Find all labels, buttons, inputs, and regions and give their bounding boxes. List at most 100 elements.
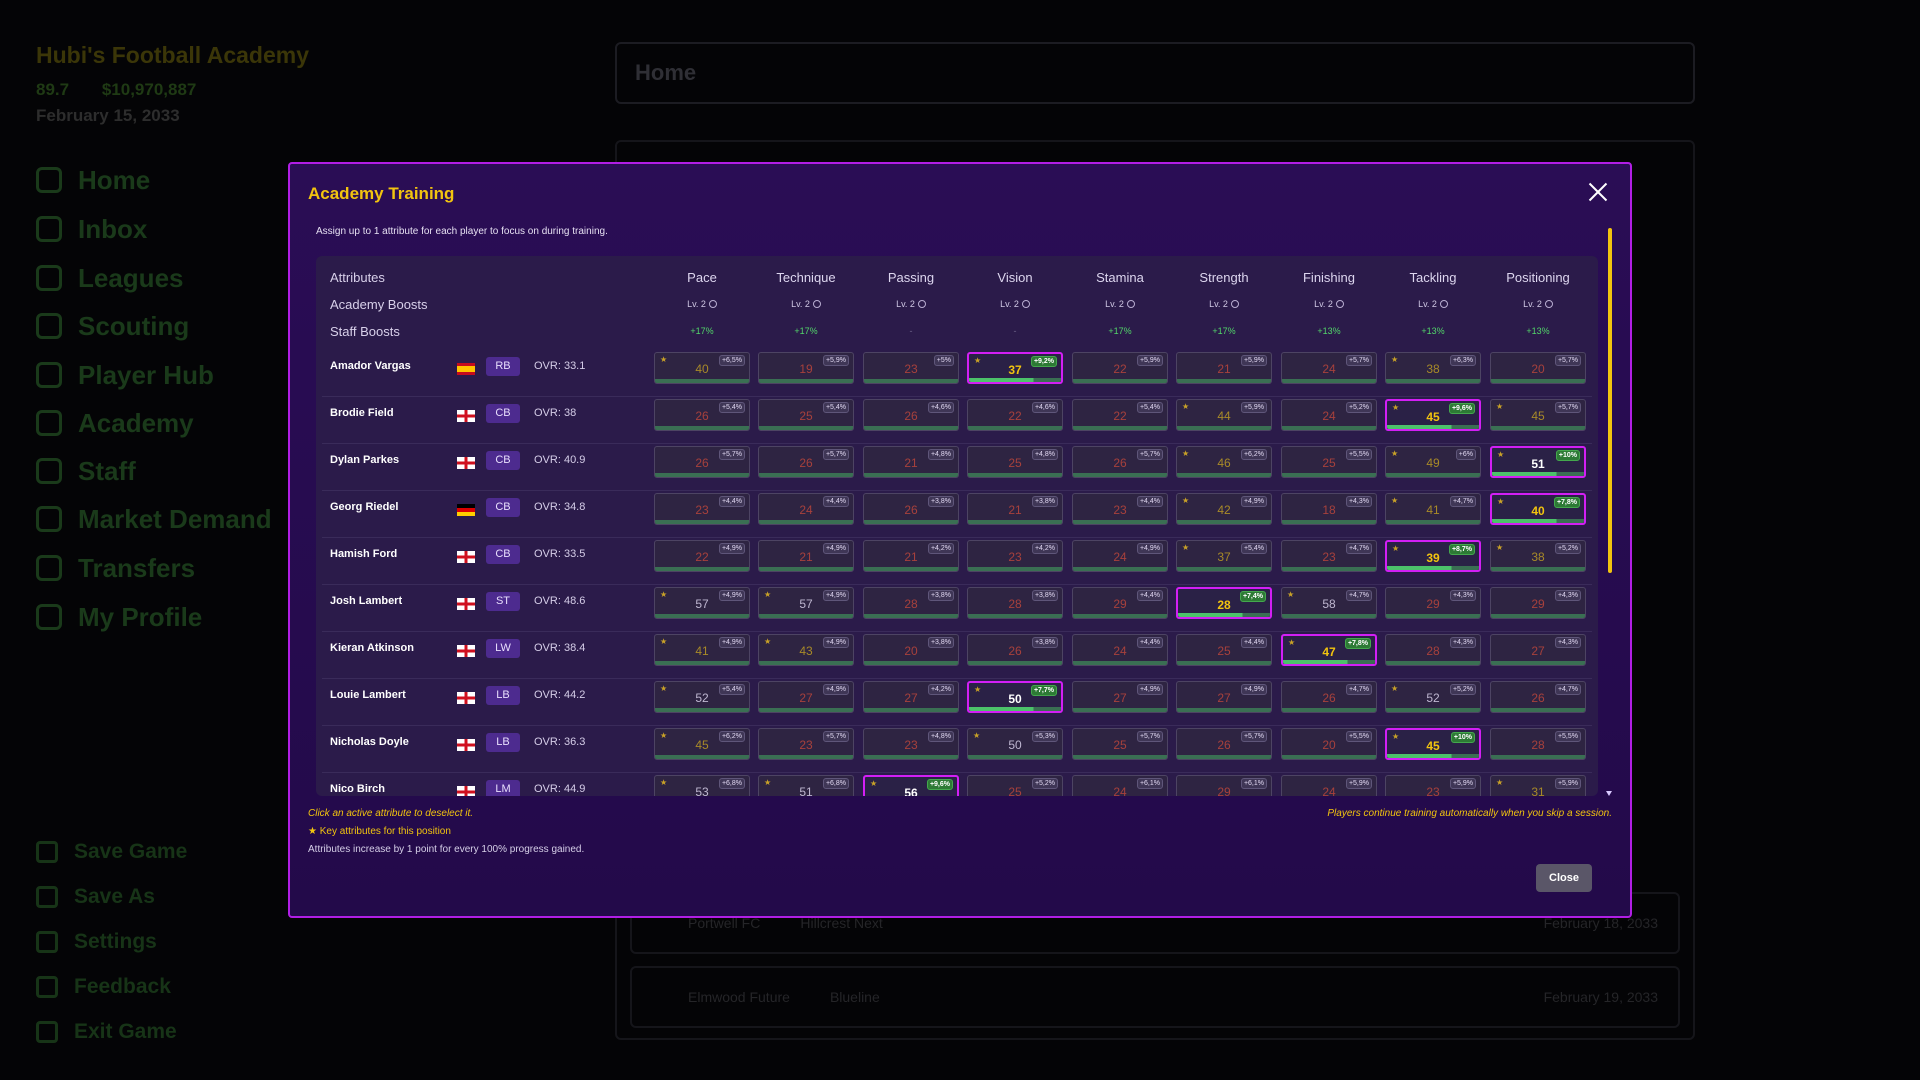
attribute-cell[interactable]: +4,6% 26 [863, 399, 959, 431]
nav-market-demand[interactable]: Market Demand [36, 501, 272, 537]
attribute-cell[interactable]: +6,1% 24 [1072, 775, 1168, 796]
attribute-cell[interactable]: +5,9% 22 [1072, 352, 1168, 384]
attribute-cell[interactable]: +4,4% 23 [654, 493, 750, 525]
attribute-cell[interactable]: +5,7% 25 [1072, 728, 1168, 760]
attribute-cell[interactable]: +4,8% 23 [863, 728, 959, 760]
attribute-cell[interactable]: +4,4% 29 [1072, 587, 1168, 619]
attribute-cell[interactable]: ★ +4,9% 41 [654, 634, 750, 666]
attribute-cell[interactable]: +4,9% 27 [758, 681, 854, 713]
attribute-cell[interactable]: +5,7% 24 [1281, 352, 1377, 384]
attribute-cell-active[interactable]: ★ +10% 45 [1385, 728, 1481, 760]
attribute-cell[interactable]: +4,2% 21 [863, 540, 959, 572]
attribute-cell[interactable]: +5% 23 [863, 352, 959, 384]
attribute-cell[interactable]: ★ +6% 49 [1385, 446, 1481, 478]
nav-save-as[interactable]: Save As [36, 883, 155, 911]
attribute-cell[interactable]: +4,3% 18 [1281, 493, 1377, 525]
attribute-cell[interactable]: ★ +4,7% 58 [1281, 587, 1377, 619]
attribute-cell[interactable]: +4,8% 25 [967, 446, 1063, 478]
match-row[interactable]: Elmwood Future Blueline February 19, 203… [630, 966, 1680, 1028]
player-name[interactable]: Louie Lambert [330, 689, 406, 701]
attribute-cell-active[interactable]: ★ +7,8% 40 [1490, 493, 1586, 525]
attribute-cell[interactable]: +5,9% 21 [1176, 352, 1272, 384]
attribute-cell[interactable]: ★ +6,3% 38 [1385, 352, 1481, 384]
attribute-cell[interactable]: +3,8% 26 [967, 634, 1063, 666]
attribute-cell[interactable]: +5,5% 25 [1281, 446, 1377, 478]
attribute-cell[interactable]: +5,7% 26 [1176, 728, 1272, 760]
attribute-cell[interactable]: ★ +5,7% 45 [1490, 399, 1586, 431]
attribute-cell[interactable]: +5,7% 23 [758, 728, 854, 760]
attribute-cell[interactable]: ★ +5,4% 37 [1176, 540, 1272, 572]
nav-leagues[interactable]: Leagues [36, 260, 184, 296]
attribute-cell[interactable]: +5,4% 25 [758, 399, 854, 431]
attribute-cell[interactable]: +4,7% 23 [1281, 540, 1377, 572]
nav-inbox[interactable]: Inbox [36, 211, 147, 247]
close-button[interactable]: Close [1536, 864, 1592, 892]
info-icon[interactable] [1126, 300, 1135, 308]
attribute-cell[interactable]: +4,3% 29 [1385, 587, 1481, 619]
attribute-cell[interactable]: ★ +5,2% 38 [1490, 540, 1586, 572]
player-name[interactable]: Dylan Parkes [330, 454, 400, 466]
attribute-cell[interactable]: +3,8% 28 [967, 587, 1063, 619]
training-table[interactable]: Attributes Academy Boosts Staff Boosts P… [316, 256, 1598, 796]
player-name[interactable]: Josh Lambert [330, 595, 403, 607]
attribute-cell[interactable]: +4,3% 27 [1490, 634, 1586, 666]
scrollbar[interactable] [1606, 228, 1613, 796]
attribute-cell[interactable]: +4,9% 24 [1072, 540, 1168, 572]
attribute-cell[interactable]: +3,8% 21 [967, 493, 1063, 525]
attribute-cell[interactable]: ★ +5,4% 52 [654, 681, 750, 713]
nav-academy[interactable]: Academy [36, 405, 194, 441]
attribute-cell[interactable]: +5,9% 23 [1385, 775, 1481, 796]
attribute-cell[interactable]: ★ +5,9% 44 [1176, 399, 1272, 431]
attribute-cell[interactable]: ★ +6,8% 53 [654, 775, 750, 796]
info-icon[interactable] [1439, 300, 1448, 308]
scrollbar-thumb[interactable] [1608, 228, 1612, 573]
attribute-cell[interactable]: +4,6% 22 [967, 399, 1063, 431]
attribute-cell[interactable]: +3,8% 20 [863, 634, 959, 666]
attribute-cell[interactable]: ★ +5,9% 31 [1490, 775, 1586, 796]
attribute-cell-active[interactable]: ★ +7,7% 50 [967, 681, 1063, 713]
attribute-cell[interactable]: ★ +6,5% 40 [654, 352, 750, 384]
attribute-cell[interactable]: ★ +6,2% 46 [1176, 446, 1272, 478]
attribute-cell[interactable]: +5,2% 25 [967, 775, 1063, 796]
attribute-cell[interactable]: +5,5% 28 [1490, 728, 1586, 760]
attribute-cell[interactable]: +4,9% 21 [758, 540, 854, 572]
attribute-cell[interactable]: +4,9% 27 [1176, 681, 1272, 713]
attribute-cell[interactable]: +4,7% 26 [1490, 681, 1586, 713]
info-icon[interactable] [812, 300, 821, 308]
player-name[interactable]: Nico Birch [330, 783, 386, 795]
attribute-cell-active[interactable]: +7,4% 28 [1176, 587, 1272, 619]
attribute-cell[interactable]: +3,8% 26 [863, 493, 959, 525]
attribute-cell[interactable]: +5,7% 26 [1072, 446, 1168, 478]
attribute-cell-active[interactable]: ★ +10% 51 [1490, 446, 1586, 478]
attribute-cell[interactable]: +5,7% 26 [654, 446, 750, 478]
nav-my-profile[interactable]: My Profile [36, 599, 202, 635]
nav-feedback[interactable]: Feedback [36, 973, 171, 1001]
nav-staff[interactable]: Staff [36, 453, 136, 489]
attribute-cell[interactable]: +6,1% 29 [1176, 775, 1272, 796]
nav-settings[interactable]: Settings [36, 928, 157, 956]
attribute-cell[interactable]: +5,9% 19 [758, 352, 854, 384]
info-icon[interactable] [1230, 300, 1239, 308]
attribute-cell[interactable]: +4,7% 26 [1281, 681, 1377, 713]
scroll-down-icon[interactable] [1606, 791, 1612, 796]
player-name[interactable]: Georg Riedel [330, 501, 399, 513]
player-name[interactable]: Brodie Field [330, 407, 394, 419]
attribute-cell-active[interactable]: ★ +9,2% 37 [967, 352, 1063, 384]
info-icon[interactable] [1544, 300, 1553, 308]
attribute-cell[interactable]: ★ +5,2% 52 [1385, 681, 1481, 713]
attribute-cell[interactable]: +4,9% 27 [1072, 681, 1168, 713]
attribute-cell[interactable]: +5,7% 20 [1490, 352, 1586, 384]
attribute-cell[interactable]: +4,2% 23 [967, 540, 1063, 572]
info-icon[interactable] [917, 300, 926, 308]
nav-scouting[interactable]: Scouting [36, 308, 189, 344]
attribute-cell[interactable]: +5,4% 26 [654, 399, 750, 431]
attribute-cell[interactable]: +4,2% 27 [863, 681, 959, 713]
player-name[interactable]: Nicholas Doyle [330, 736, 409, 748]
attribute-cell[interactable]: +5,5% 20 [1281, 728, 1377, 760]
attribute-cell[interactable]: ★ +6,8% 51 [758, 775, 854, 796]
attribute-cell[interactable]: ★ +4,9% 42 [1176, 493, 1272, 525]
nav-home[interactable]: Home [36, 162, 150, 198]
nav-transfers[interactable]: Transfers [36, 550, 195, 586]
attribute-cell-active[interactable]: ★ +9,6% 56 [863, 775, 959, 796]
attribute-cell-active[interactable]: ★ +9,6% 45 [1385, 399, 1481, 431]
